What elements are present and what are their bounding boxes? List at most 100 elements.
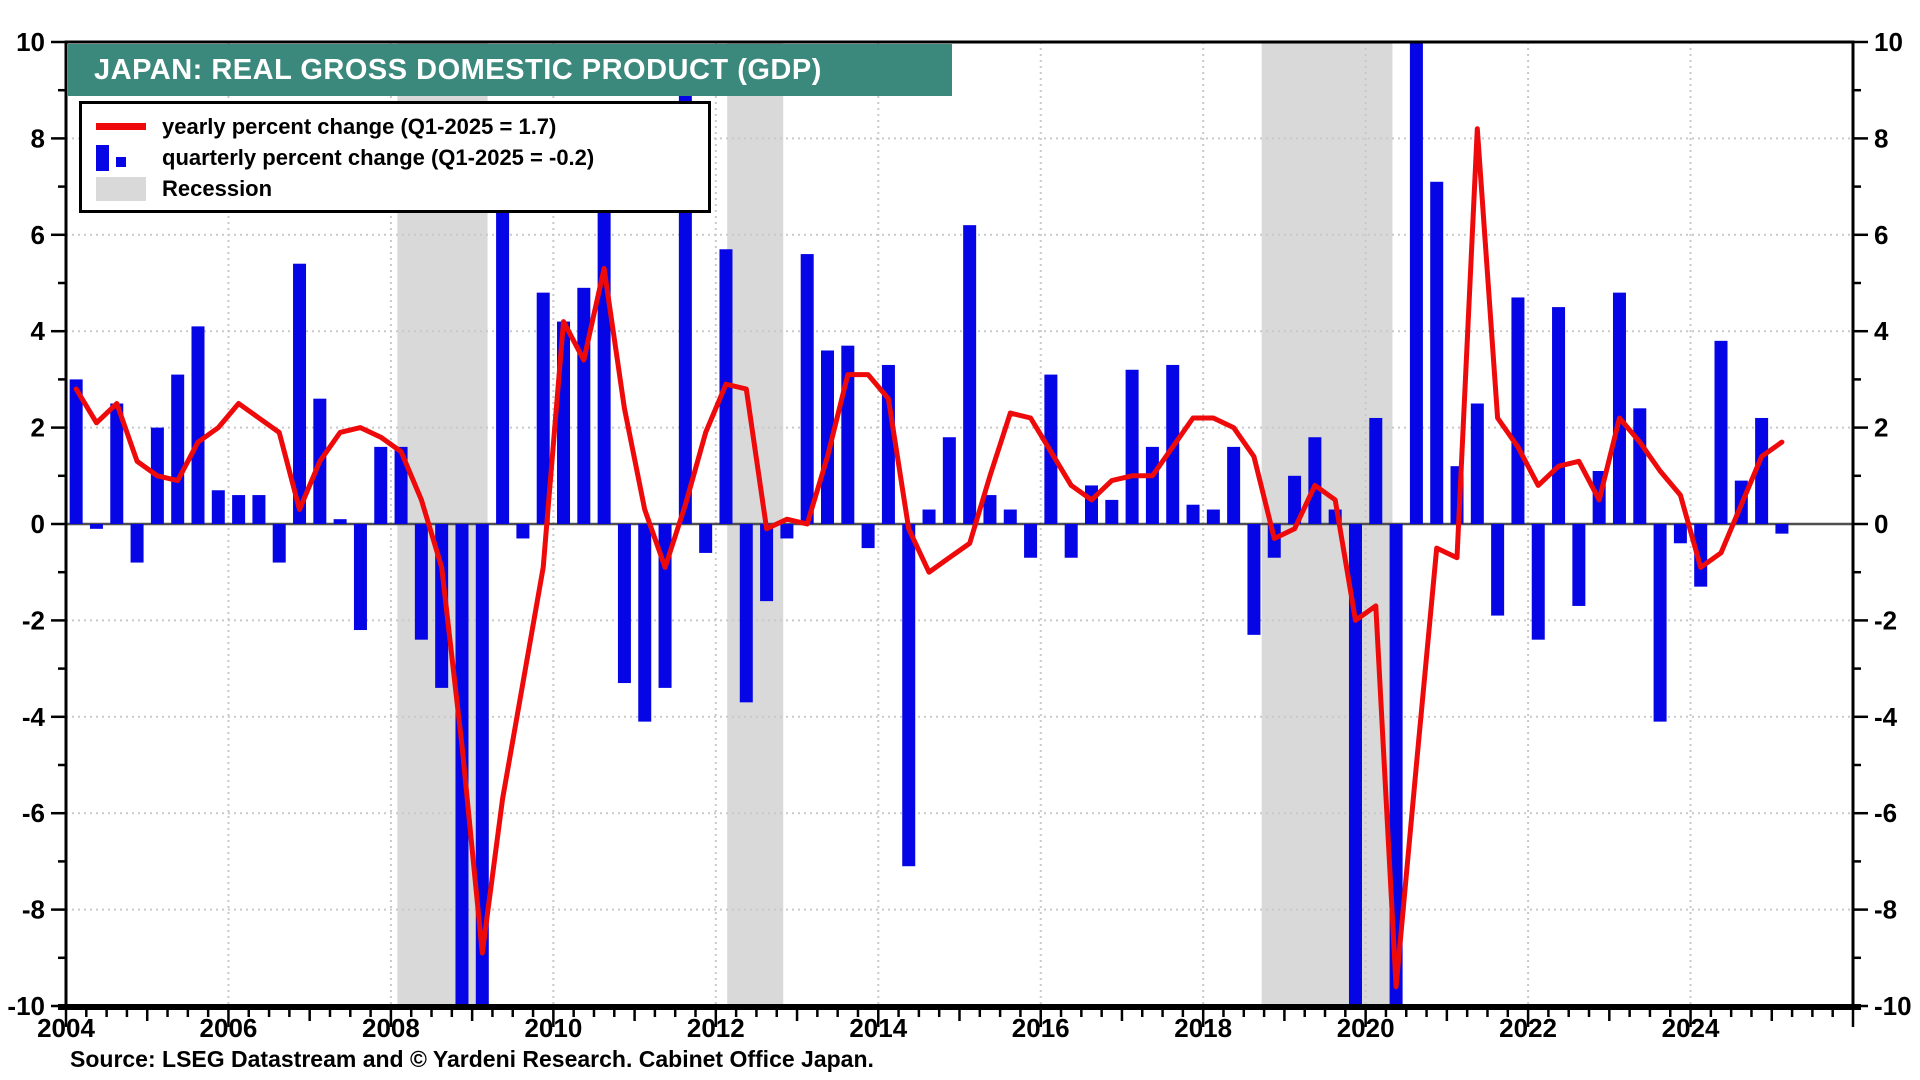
quarterly-bar	[475, 524, 489, 1006]
x-axis-label: 2006	[200, 1013, 258, 1043]
y-axis-label-right: 2	[1874, 413, 1888, 443]
quarterly-bar	[1105, 499, 1119, 524]
quarterly-bar	[1206, 509, 1220, 524]
quarterly-bar	[1572, 524, 1586, 606]
yearly-line	[73, 126, 1785, 990]
quarterly-bar	[942, 437, 956, 524]
quarterly-bar	[638, 524, 652, 722]
source-note: Source: LSEG Datastream and © Yardeni Re…	[70, 1046, 874, 1072]
quarterly-bar	[1470, 403, 1484, 524]
quarterly-bar	[1003, 509, 1017, 524]
legend-item-quarterly: quarterly percent change (Q1-2025 = -0.2…	[96, 142, 694, 173]
quarterly-bar	[739, 524, 753, 703]
quarterly-bar	[333, 519, 347, 524]
quarterly-bar	[1024, 524, 1038, 558]
quarterly-bar	[496, 191, 510, 525]
quarterly-bar	[272, 524, 286, 563]
quarterly-bar	[1552, 307, 1566, 524]
y-axis-label-right: -6	[1874, 798, 1897, 828]
red-line-swatch-icon	[96, 123, 148, 130]
quarterly-bar	[1145, 446, 1159, 524]
quarterly-bar	[1409, 42, 1423, 524]
y-axis-label-left: 8	[31, 123, 45, 153]
x-axis-label: 2014	[849, 1013, 907, 1043]
legend: yearly percent change (Q1-2025 = 1.7) qu…	[79, 101, 711, 213]
y-axis-label-left: -10	[7, 991, 45, 1021]
quarterly-bar	[1755, 417, 1769, 524]
quarterly-bar	[1186, 504, 1200, 524]
quarterly-bar	[536, 292, 550, 524]
quarterly-bar	[191, 326, 205, 524]
quarterly-bar	[963, 225, 977, 524]
x-axis-label: 2020	[1337, 1013, 1395, 1043]
quarterly-bar	[69, 379, 83, 524]
legend-item-yearly: yearly percent change (Q1-2025 = 1.7)	[96, 111, 694, 142]
y-axis-label-right: -2	[1874, 605, 1897, 635]
quarterly-bar	[780, 524, 794, 539]
quarterly-bar	[821, 350, 835, 524]
x-axis-label: 2004	[37, 1013, 95, 1043]
quarterly-bar	[1369, 417, 1383, 524]
quarterly-bar	[1694, 524, 1708, 587]
axis-ticks	[51, 40, 1868, 1027]
y-axis-label-left: -8	[22, 895, 45, 925]
quarterly-bar	[1308, 437, 1322, 524]
quarterly-bar	[110, 403, 124, 524]
quarterly-bar	[1430, 181, 1444, 524]
y-axis-label-left: -2	[22, 605, 45, 635]
quarterly-bar	[252, 495, 266, 524]
quarterly-bar	[617, 524, 631, 684]
y-axis-label-right: 10	[1874, 27, 1903, 57]
y-axis-label-right: 8	[1874, 123, 1888, 153]
chart-title: JAPAN: REAL GROSS DOMESTIC PRODUCT (GDP)	[94, 53, 822, 86]
quarterly-bar	[1511, 297, 1525, 524]
y-axis-label-right: 0	[1874, 509, 1888, 539]
quarterly-bar	[1673, 524, 1687, 544]
quarterly-bar	[1348, 524, 1362, 1006]
quarterly-bar	[861, 524, 875, 549]
x-axis-label: 2008	[362, 1013, 420, 1043]
quarterly-bar	[1775, 524, 1789, 534]
quarterly-bars	[69, 42, 1789, 1006]
quarterly-bar	[414, 524, 428, 640]
chart-title-banner: JAPAN: REAL GROSS DOMESTIC PRODUCT (GDP)	[68, 44, 952, 96]
quarterly-bar	[516, 524, 530, 539]
y-axis-label-left: 2	[31, 413, 45, 443]
y-axis-label-right: -10	[1874, 991, 1912, 1021]
x-axis-label: 2016	[1012, 1013, 1070, 1043]
x-axis-label: 2024	[1662, 1013, 1720, 1043]
y-axis-label-right: 4	[1874, 316, 1889, 346]
quarterly-bar	[1633, 408, 1647, 524]
quarterly-bar	[89, 524, 103, 529]
quarterly-bar	[760, 524, 774, 602]
y-axis-label-left: 6	[31, 220, 45, 250]
quarterly-bar	[1247, 524, 1261, 635]
y-axis-label-left: -4	[22, 702, 46, 732]
quarterly-bar	[1653, 524, 1667, 722]
y-axis-label-right: -8	[1874, 895, 1897, 925]
quarterly-bar	[130, 524, 144, 563]
y-axis-label-left: -6	[22, 798, 45, 828]
quarterly-bar	[597, 196, 611, 525]
quarterly-bar	[1084, 485, 1098, 524]
y-axis-label-left: 0	[31, 509, 45, 539]
quarterly-bar	[1491, 524, 1505, 616]
quarterly-bar	[983, 495, 997, 524]
x-axis-label: 2010	[524, 1013, 582, 1043]
quarterly-bar	[353, 524, 367, 631]
x-axis-label: 2022	[1499, 1013, 1557, 1043]
blue-bars-swatch-icon	[96, 144, 148, 171]
quarterly-bar	[577, 287, 591, 524]
quarterly-bar	[1227, 446, 1241, 524]
y-axis-label-left: 10	[16, 27, 45, 57]
quarterly-bar	[211, 490, 225, 524]
quarterly-bar	[1125, 369, 1139, 524]
quarterly-bar	[394, 446, 408, 524]
quarterly-bar	[293, 263, 307, 524]
y-axis-label-right: 6	[1874, 220, 1888, 250]
quarterly-bar	[902, 524, 916, 867]
legend-label: yearly percent change (Q1-2025 = 1.7)	[162, 113, 557, 139]
y-axis-label-left: 4	[31, 316, 46, 346]
quarterly-bar	[1612, 292, 1626, 524]
